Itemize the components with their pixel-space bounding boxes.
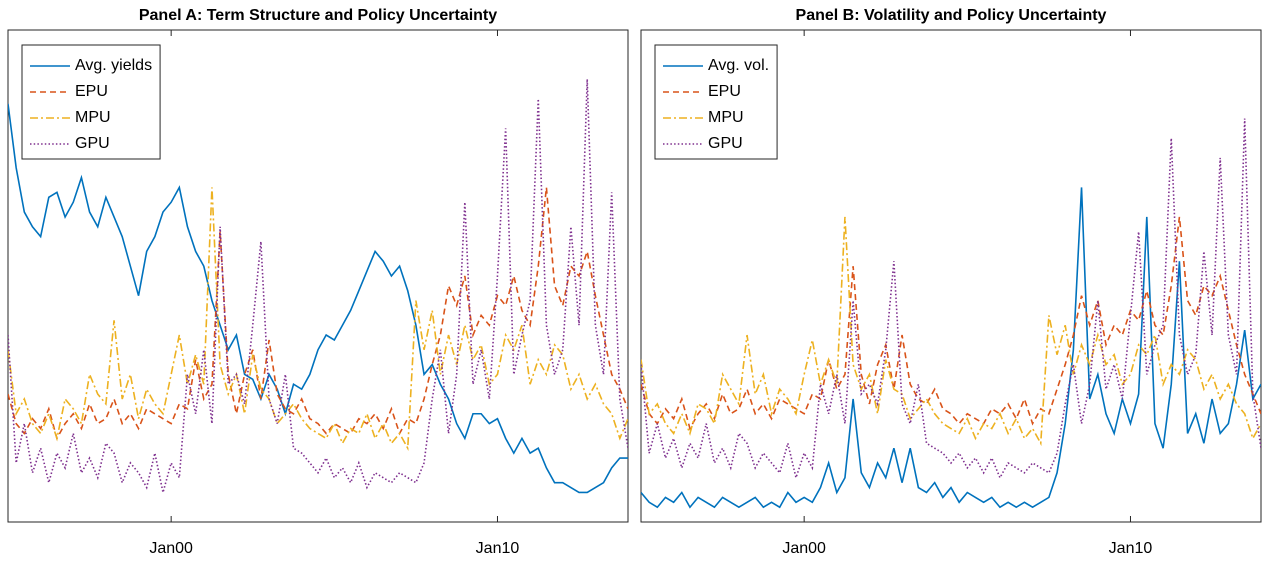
legend: Avg. vol. EPU MPU GPU (654, 44, 778, 160)
chart-title: Panel A: Term Structure and Policy Uncer… (139, 7, 497, 24)
legend-label: GPU (708, 135, 743, 152)
series-line (641, 216, 1261, 447)
series-line (641, 216, 1261, 431)
series-line (641, 118, 1261, 481)
chart-title: Panel B: Volatility and Policy Uncertain… (796, 7, 1107, 24)
series-line (8, 103, 628, 494)
legend-box (21, 44, 161, 160)
legend-label: EPU (708, 83, 741, 100)
legend-box (654, 44, 778, 160)
legend-label: EPU (75, 83, 108, 100)
series-line (8, 79, 628, 493)
series-line (8, 187, 628, 441)
x-tick-label: Jan10 (1109, 540, 1153, 557)
x-tick-label: Jan10 (476, 540, 520, 557)
x-tick-label: Jan00 (149, 540, 193, 557)
legend: Avg. yields EPU MPU GPU (21, 44, 161, 160)
series-line (641, 187, 1261, 509)
legend-label: MPU (708, 109, 744, 126)
legend-label: GPU (75, 135, 110, 152)
legend-label: Avg. vol. (708, 57, 769, 74)
legend-label: Avg. yields (75, 57, 152, 74)
legend-label: MPU (75, 109, 111, 126)
x-tick-label: Jan00 (782, 540, 826, 557)
